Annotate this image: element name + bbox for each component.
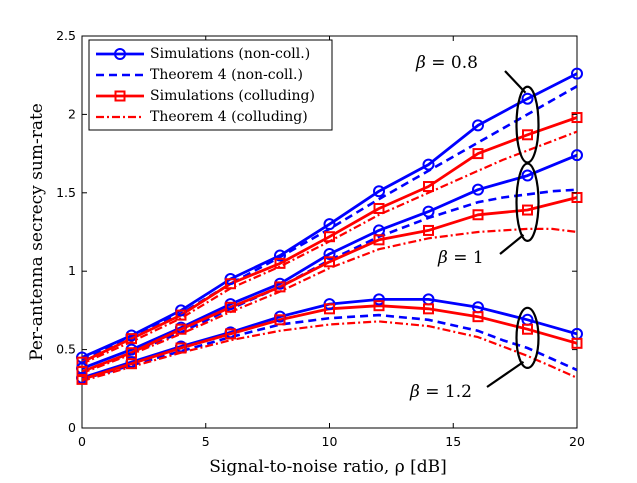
data-point-square — [175, 342, 187, 354]
data-point-square — [324, 256, 335, 268]
annotation-beta-0-8: β = 0.8 — [415, 53, 478, 73]
x-tick-label: 5 — [202, 434, 210, 449]
data-point-square — [373, 300, 385, 312]
y-tick-label: 1.5 — [56, 185, 76, 200]
series-line-simc-group0 — [82, 116, 577, 364]
x-tick-label: 20 — [569, 434, 585, 449]
data-point-circle — [323, 247, 336, 260]
beta-annotations: β = 0.8 β = 1 β = 1.2 — [409, 53, 540, 402]
y-axis-title: Per-antenna secrecy sum-rate — [27, 103, 47, 361]
annotation-beta-1: β = 1 — [437, 248, 484, 268]
plot-area — [76, 35, 583, 429]
series-line-thmc-group0 — [82, 130, 577, 365]
data-point-circle — [521, 169, 534, 182]
x-tick-label: 15 — [445, 434, 461, 449]
data-point-square — [225, 278, 236, 290]
axis-ticks: 0 5 10 15 20 0 0.5 1 1.5 2 2.5 — [56, 28, 585, 449]
data-point-square — [175, 309, 187, 321]
series-line-thmc-group1 — [82, 227, 577, 375]
series-line-thm-group1 — [82, 188, 577, 373]
series-line-simc-group1 — [82, 196, 577, 373]
y-tick-label: 0 — [68, 420, 76, 435]
legend-label-thm-coll: Theorem 4 (colluding) — [150, 109, 308, 125]
data-point-square — [571, 337, 583, 349]
data-point-square — [225, 328, 236, 340]
annotation-leader — [504, 70, 527, 94]
group-ellipse — [515, 306, 540, 369]
legend-label-sim-noncoll: Simulations (non-coll.) — [150, 46, 310, 62]
data-point-circle — [571, 67, 583, 80]
data-point-circle — [422, 205, 435, 218]
y-tick-label: 1 — [68, 263, 76, 278]
data-point-circle — [323, 218, 336, 231]
series-line-sim-group0 — [82, 72, 577, 359]
legend-label-sim-coll: Simulations (colluding) — [150, 88, 315, 104]
data-point-square — [522, 323, 533, 335]
y-tick-label: 0.5 — [56, 342, 76, 357]
data-point-circle — [274, 249, 286, 262]
data-point-square — [472, 148, 484, 160]
legend-label-thm-noncoll: Theorem 4 (non-coll.) — [150, 67, 303, 83]
annotation-leader — [486, 360, 525, 388]
data-point-square — [76, 373, 88, 385]
data-point-square — [274, 281, 286, 293]
data-point-square — [472, 209, 484, 221]
data-point-square — [274, 314, 286, 326]
x-tick-label: 0 — [78, 434, 86, 449]
data-point-square — [423, 181, 434, 193]
data-point-square — [175, 323, 187, 335]
annotation-beta-1-2: β = 1.2 — [409, 382, 472, 402]
data-point-circle — [472, 119, 484, 132]
data-point-square — [373, 202, 385, 214]
y-tick-label: 2 — [68, 106, 76, 121]
y-tick-label: 2.5 — [56, 28, 76, 43]
data-point-square — [126, 333, 137, 345]
group-ellipse — [515, 162, 540, 242]
series-line-sim-group1 — [82, 153, 577, 370]
data-point-square — [522, 204, 533, 216]
annotation-leader — [499, 234, 525, 255]
legend-marker-circle — [114, 48, 126, 60]
data-point-square — [373, 234, 385, 246]
data-point-circle — [373, 293, 385, 306]
data-point-square — [324, 231, 335, 243]
data-point-circle — [422, 158, 435, 171]
x-tick-label: 10 — [322, 434, 338, 449]
data-point-square — [225, 301, 236, 313]
data-point-square — [423, 303, 434, 315]
data-point-square — [324, 303, 335, 315]
data-point-circle — [571, 149, 583, 162]
data-point-square — [126, 358, 137, 370]
data-point-square — [472, 311, 484, 323]
data-point-circle — [373, 185, 385, 198]
x-axis-title: Signal-to-noise ratio, ρ [dB] — [209, 457, 446, 477]
data-point-square — [423, 224, 434, 236]
data-point-circle — [472, 183, 484, 196]
data-point-square — [274, 257, 286, 269]
data-point-square — [76, 366, 88, 378]
legend-marker-square — [114, 90, 126, 102]
data-point-square — [522, 129, 533, 141]
data-point-square — [571, 112, 583, 124]
legend: Simulations (non-coll.) Theorem 4 (non-c… — [88, 39, 333, 131]
data-point-circle — [521, 92, 534, 105]
series-line-thm-group2 — [82, 313, 577, 381]
